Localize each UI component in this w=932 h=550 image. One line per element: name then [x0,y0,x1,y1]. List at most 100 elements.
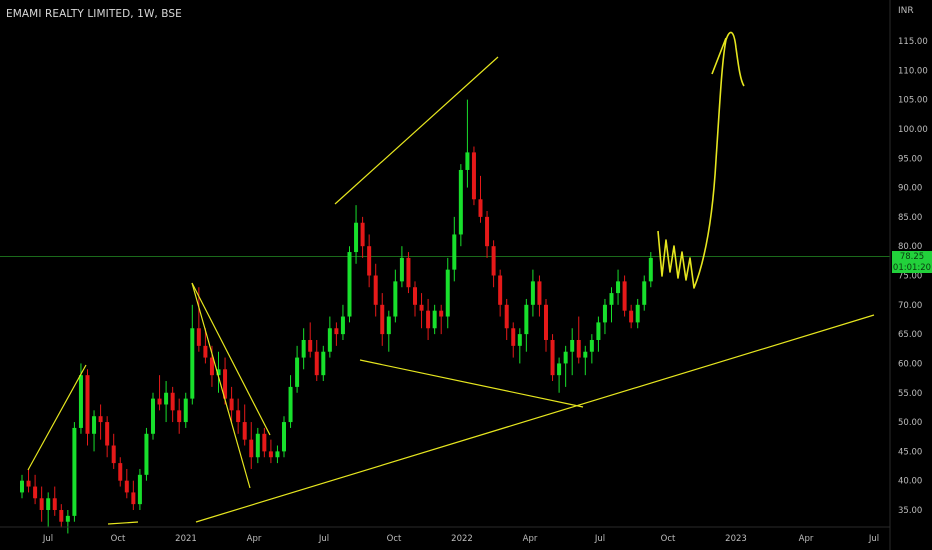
chart-title: EMAMI REALTY LIMITED, 1W, BSE [6,8,182,20]
trend-line [334,56,499,205]
y-tick-label: 110.00 [898,66,928,76]
time-axis: Jul Oct 2021 Apr Jul Oct 2022 Apr Jul Oct 2023 Apr J… [42,534,879,544]
x-tick-label: Jul [42,534,53,544]
candle-body [458,169,463,235]
trendline-drawings [27,31,875,525]
price-axis: 115.00 110.00 105.00 100.00 95.00 90.00 85.00 8… [898,37,928,516]
candle-body [20,480,24,493]
candle-body [275,451,280,458]
candle-body [367,246,372,276]
candle-body [452,234,457,270]
x-tick-label: Apr [247,534,262,544]
candle-body [46,498,51,510]
candle-body [242,422,247,440]
candle-body [177,410,182,423]
candle-body [576,339,581,358]
y-tick-label: 55.00 [898,389,922,399]
trend-line [191,282,271,436]
candle-body [236,410,241,423]
candle-body [85,375,90,434]
candle-body [190,328,195,399]
candle-body [642,281,647,305]
candle-body [334,328,339,335]
candle-body [216,369,221,376]
candle-body [354,222,359,253]
bar-countdown: 01:01:20 [892,263,932,273]
candle-body [530,281,535,305]
candle-body [386,316,391,335]
candle-body [413,287,417,305]
candle-body [314,351,319,376]
candle-body [629,310,634,323]
candle-body [196,328,201,346]
candle-body [491,246,496,276]
y-tick-label: 60.00 [898,359,922,369]
candle-body [557,363,562,376]
candle-body [295,357,300,387]
candle-body [137,474,142,505]
candle-body [229,398,234,411]
candle-body [524,304,529,335]
trend-line [359,359,584,408]
x-tick-label: Jul [868,534,879,544]
trend-line [27,364,87,471]
candle-body [249,439,254,458]
candle-body [583,351,588,358]
candle-body [445,269,450,317]
candle-body [544,304,548,340]
candle-body [399,257,404,282]
candle-body [124,480,129,493]
candle-body [648,257,653,282]
candle-body [151,398,155,434]
x-tick-label: Oct [387,534,402,544]
y-tick-label: 75.00 [898,272,922,282]
candle-body [52,498,57,510]
candle-body [498,275,503,305]
trend-line [195,314,875,523]
candle-body [321,351,326,376]
candle-body [426,310,431,329]
candle-body [72,427,77,516]
candle-body [347,252,352,317]
candle-body [164,392,169,405]
candle-body [59,510,64,522]
candle-body [308,339,313,352]
candle-body [288,386,293,423]
candle-body [170,392,175,411]
y-tick-label: 80.00 [898,242,922,252]
y-tick-label: 85.00 [898,213,922,223]
y-tick-label: 95.00 [898,154,922,164]
candle-body [380,304,385,335]
y-tick-label: 35.00 [898,506,922,516]
candle-body [131,492,136,505]
candle-body [65,515,70,522]
x-tick-label: Jul [594,534,605,544]
y-tick-label: 70.00 [898,301,922,311]
candle-body [268,451,273,458]
x-tick-label: 2022 [451,534,473,544]
candle-body [301,339,306,358]
y-tick-label: 40.00 [898,477,922,487]
candle-body [26,480,31,487]
y-tick-label: 50.00 [898,418,922,428]
candle-body [105,422,110,446]
y-tick-label: 100.00 [898,125,928,135]
candle-body [327,328,332,352]
x-tick-label: Apr [523,534,538,544]
candle-body [111,445,116,464]
candle-body [157,398,162,405]
candle-body [596,322,601,340]
candles [20,99,653,534]
candle-body [563,351,568,364]
x-tick-label: 2021 [175,534,197,544]
last-price-tag: 78.25 01:01:20 [892,251,932,273]
currency-unit-label: INR [898,6,914,16]
candle-body [223,369,228,399]
candle-body [570,339,575,352]
y-tick-label: 105.00 [898,96,928,106]
arrow-head [711,37,727,75]
candle-body [465,152,470,170]
candle-body [373,275,378,305]
y-tick-label: 115.00 [898,37,928,47]
candle-body [39,498,44,510]
